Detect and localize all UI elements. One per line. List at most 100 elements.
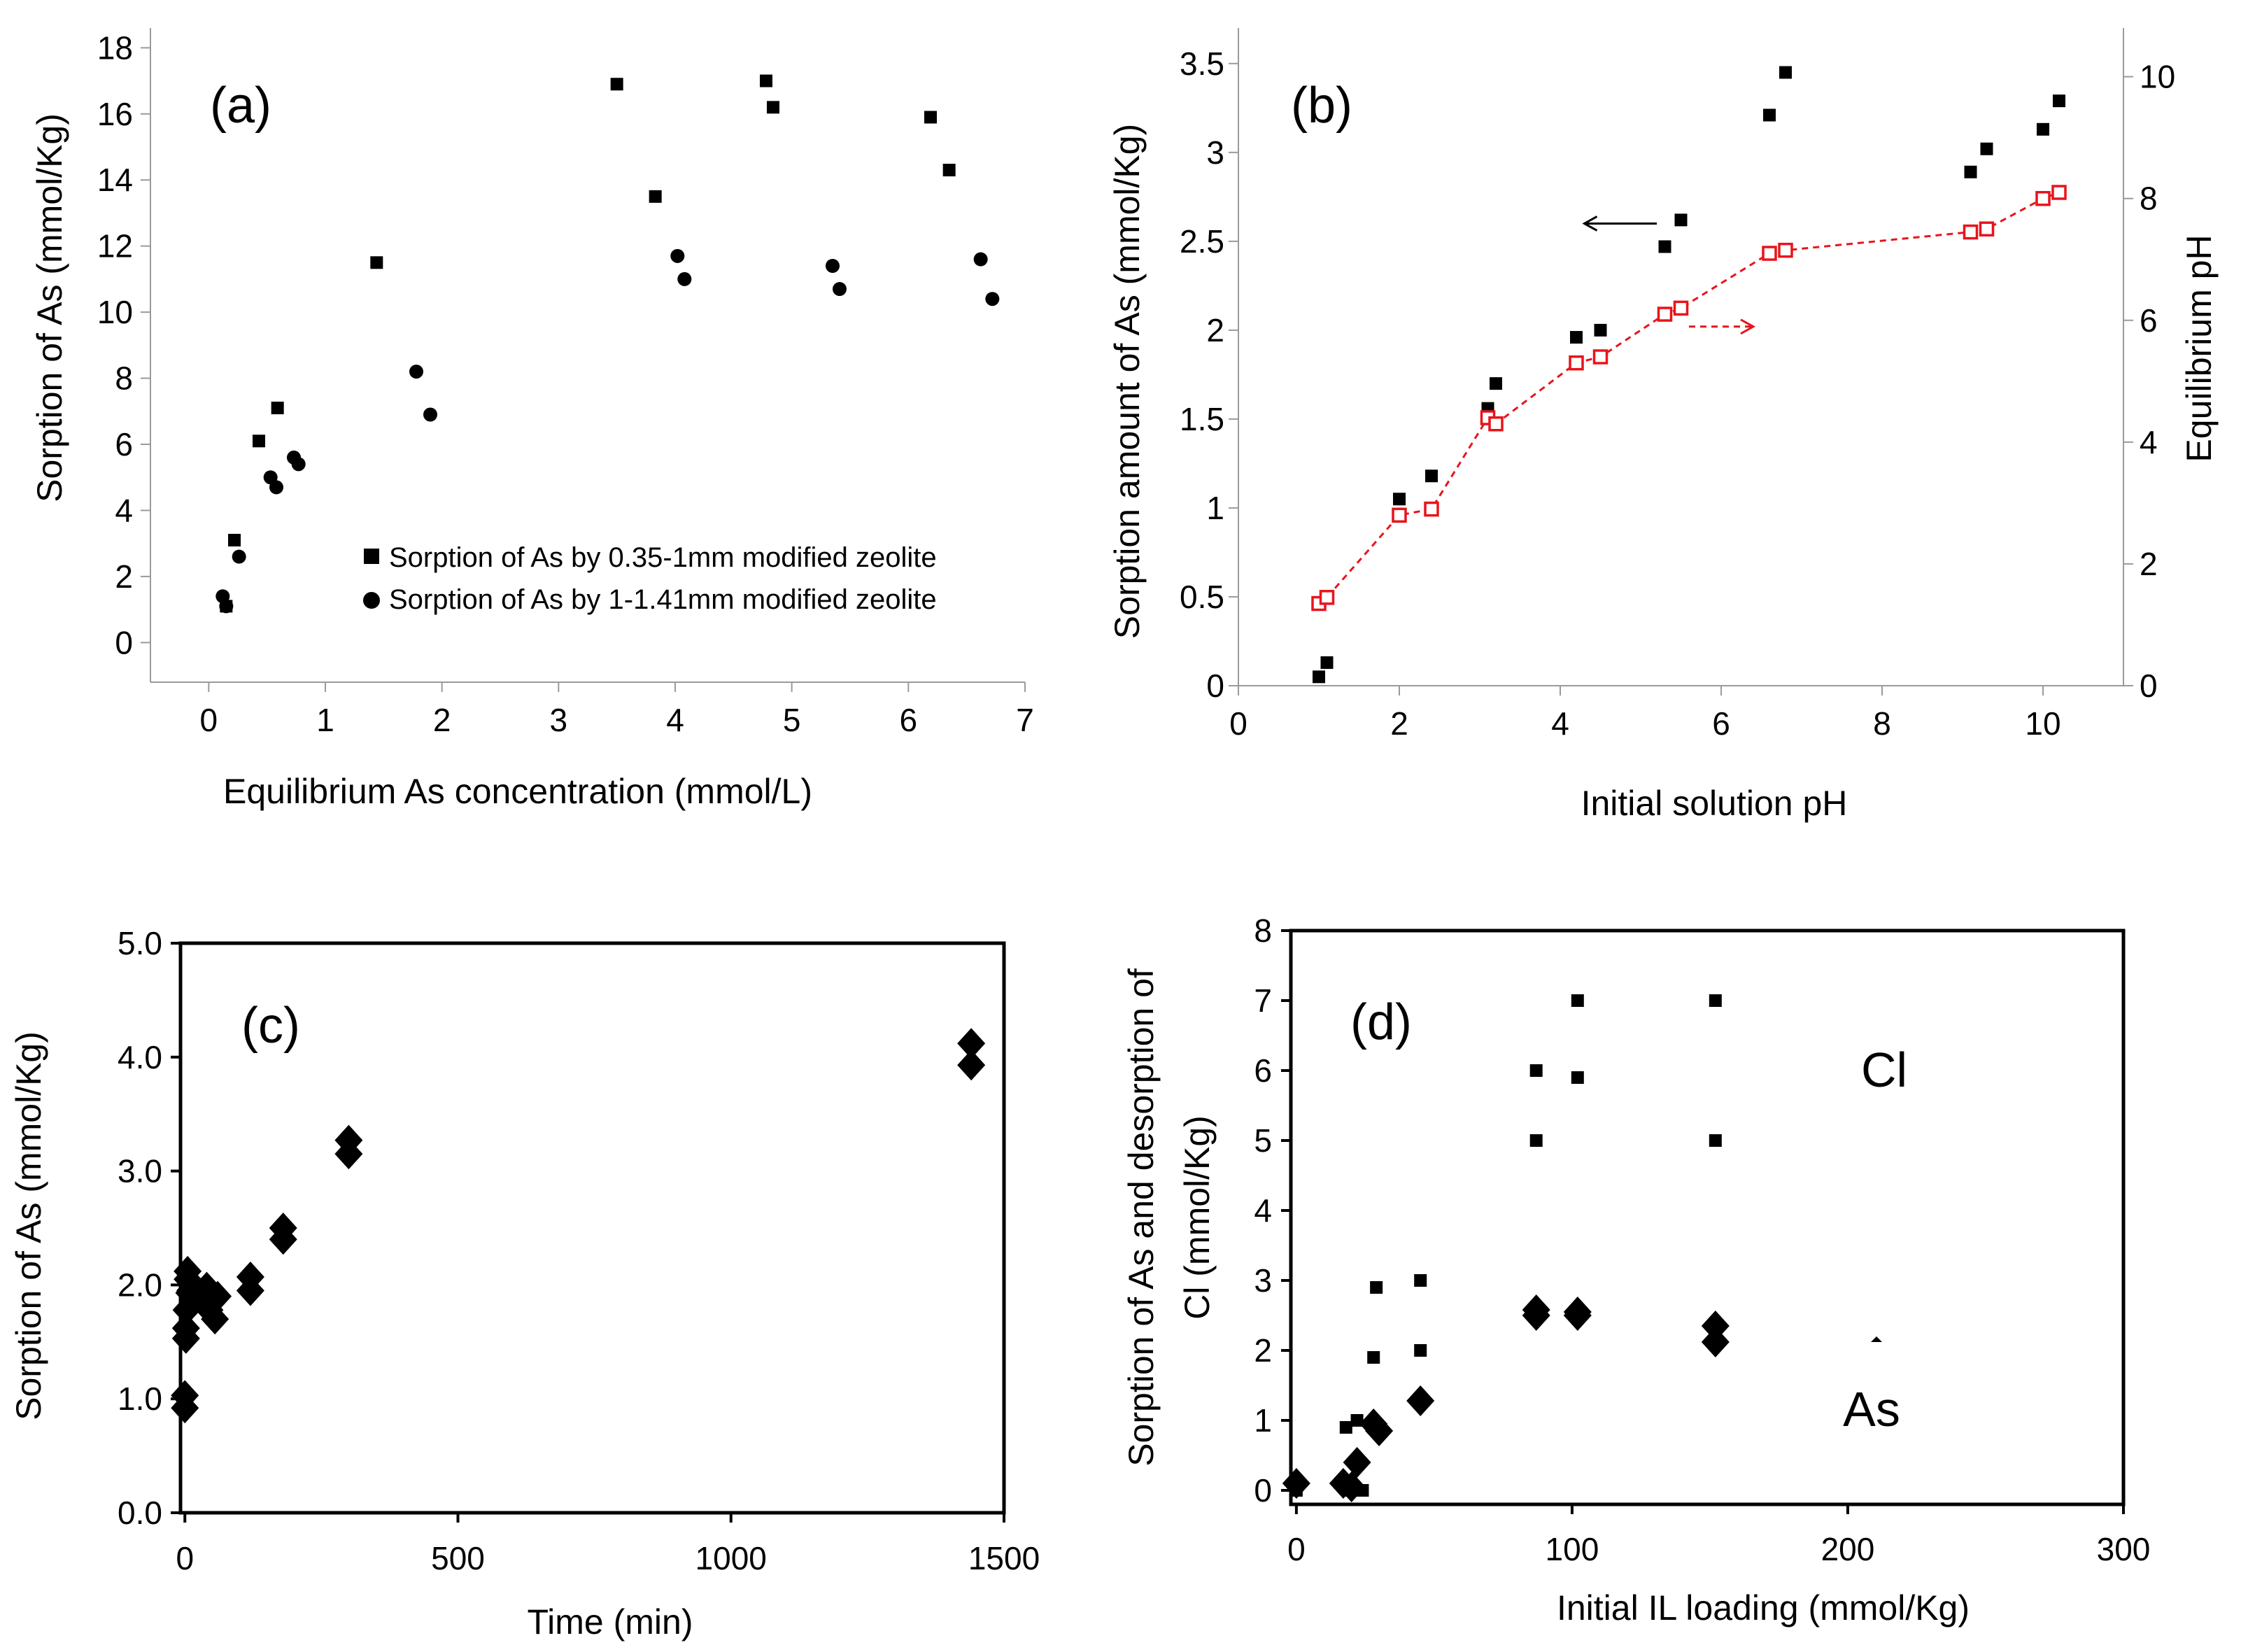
legend-marker-circle-a bbox=[363, 592, 380, 609]
x-tick-label-b: 8 bbox=[1873, 705, 1891, 742]
y-axis-label-a: Sorption of As (mmol/Kg) bbox=[30, 113, 69, 502]
legend-entry-a-1: Sorption of As by 0.35-1mm modified zeol… bbox=[389, 542, 937, 573]
panel-label-c: (c) bbox=[241, 998, 300, 1054]
y-tick-label-d: 6 bbox=[1254, 1052, 1272, 1089]
y-tick-label-c: 0.0 bbox=[118, 1495, 162, 1531]
data-point-d-s1 bbox=[1571, 1071, 1584, 1084]
y-tick-label-a: 16 bbox=[97, 96, 133, 132]
x-tick-label-b: 4 bbox=[1551, 705, 1569, 742]
data-point-a-s1 bbox=[924, 111, 937, 124]
y-tick-label-b: 2 bbox=[1206, 312, 1224, 348]
x-axis-label-d: Initial IL loading (mmol/Kg) bbox=[1557, 1588, 1970, 1628]
data-point-b-s1 bbox=[1779, 66, 1792, 79]
data-point-a-s1 bbox=[760, 74, 772, 87]
y-tick-label-b: 3.5 bbox=[1180, 45, 1224, 82]
data-point-c-s1 bbox=[201, 1304, 229, 1335]
data-point-a-s2 bbox=[409, 365, 423, 379]
data-point-d-s2 bbox=[1701, 1327, 1730, 1357]
y-tick-label-c: 3.0 bbox=[118, 1153, 162, 1189]
x-tick-label-c: 1500 bbox=[968, 1540, 1040, 1576]
y2-tick-label-b: 6 bbox=[2140, 302, 2158, 339]
x-tick-label-b: 2 bbox=[1390, 705, 1408, 742]
x-tick-label-c: 1000 bbox=[695, 1540, 767, 1576]
data-point-a-s2 bbox=[677, 271, 692, 286]
data-point-b-s2 bbox=[1569, 355, 1584, 371]
arrow-head-b-2 bbox=[1740, 318, 1756, 335]
y2-tick-label-b: 8 bbox=[2140, 181, 2158, 217]
data-point-a-s2 bbox=[291, 457, 306, 472]
x-tick-label-a: 6 bbox=[900, 702, 918, 738]
y2-tick-label-b: 0 bbox=[2140, 668, 2158, 704]
x-tick-label-a: 7 bbox=[1016, 702, 1034, 738]
y-tick-label-d: 4 bbox=[1254, 1192, 1272, 1229]
data-point-c-s1 bbox=[171, 1380, 199, 1411]
data-point-a-s2 bbox=[670, 248, 685, 263]
y-tick-label-a: 0 bbox=[115, 624, 133, 661]
x-tick-label-d: 200 bbox=[1821, 1531, 1875, 1567]
data-point-a-s1 bbox=[942, 164, 956, 177]
panel-label-d: (d) bbox=[1350, 994, 1412, 1050]
data-point-c-s1 bbox=[334, 1124, 363, 1156]
x-tick-label-c: 0 bbox=[176, 1540, 194, 1576]
panel-c: 0 500 1000 1500 0.0 1.0 2.0 3.0 4.0 5.0 (c) Time… bbox=[9, 925, 1040, 1642]
y-tick-label-c: 4.0 bbox=[118, 1039, 162, 1075]
y-tick-label-d: 5 bbox=[1254, 1122, 1272, 1159]
data-point-d-s1 bbox=[1709, 1134, 1722, 1147]
data-point-b-s1 bbox=[1313, 670, 1325, 684]
data-point-b-s2 bbox=[1963, 224, 1979, 240]
y-tick-label-a: 14 bbox=[97, 162, 133, 198]
y-tick-label-c: 1.0 bbox=[118, 1381, 162, 1417]
y-tick-label-a: 2 bbox=[115, 558, 133, 595]
data-point-d-s2 bbox=[1282, 1468, 1310, 1499]
data-point-b-s2 bbox=[1762, 246, 1777, 261]
data-point-b-s2 bbox=[1488, 416, 1504, 432]
y-tick-label-a: 10 bbox=[97, 294, 133, 330]
data-point-d-s2 bbox=[1701, 1311, 1730, 1341]
y2-tick-label-b: 10 bbox=[2140, 59, 2175, 95]
data-point-b-s2 bbox=[1979, 221, 1995, 236]
data-point-d-s2 bbox=[1406, 1385, 1435, 1416]
y-tick-label-b: 0.5 bbox=[1180, 579, 1224, 615]
data-point-a-s2 bbox=[833, 282, 847, 297]
legend-marker-square-a bbox=[364, 549, 379, 564]
x-tick-label-a: 1 bbox=[316, 702, 334, 738]
data-point-a-s2 bbox=[232, 549, 246, 564]
x-tick-label-c: 500 bbox=[431, 1540, 485, 1576]
data-point-d-s1 bbox=[1709, 994, 1722, 1007]
data-point-d-s1 bbox=[1370, 1281, 1383, 1294]
x-tick-label-a: 4 bbox=[666, 702, 684, 738]
data-point-a-s1 bbox=[253, 435, 265, 448]
y-tick-label-a: 12 bbox=[97, 228, 133, 264]
data-point-c-s1 bbox=[957, 1028, 986, 1059]
y-tick-label-a: 18 bbox=[97, 29, 133, 66]
y-tick-label-a: 8 bbox=[115, 360, 133, 397]
y2-tick-label-b: 2 bbox=[2140, 546, 2158, 582]
panel-label-b: (b) bbox=[1291, 78, 1352, 134]
x-tick-label-d: 0 bbox=[1287, 1531, 1306, 1567]
data-point-a-s2 bbox=[423, 407, 437, 422]
data-point-b-s2 bbox=[1392, 507, 1407, 523]
x-axis-label-a: Equilibrium As concentration (mmol/L) bbox=[223, 772, 812, 811]
data-point-a-s2 bbox=[973, 252, 988, 267]
data-point-d-s2 bbox=[1365, 1416, 1394, 1446]
y2-axis-label-b: Equilibrium pH bbox=[2179, 234, 2219, 462]
y-tick-label-d: 0 bbox=[1254, 1472, 1272, 1509]
data-point-b-s2 bbox=[1319, 590, 1335, 605]
panel-b: 0 2 4 6 8 10 0 0.5 1 1.5 2 2.5 3 3.5 0 2 4 6 8 10 (b) Ini… bbox=[1108, 28, 2219, 823]
data-point-d-s2 bbox=[1563, 1297, 1592, 1327]
x-tick-label-a: 0 bbox=[200, 702, 218, 738]
panel-label-a: (a) bbox=[210, 78, 271, 134]
data-point-a-s2 bbox=[826, 259, 840, 273]
data-point-a-s1 bbox=[228, 533, 241, 546]
y-tick-label-d: 1 bbox=[1254, 1402, 1272, 1439]
y-tick-label-b: 1.5 bbox=[1180, 401, 1224, 437]
y-tick-label-d: 3 bbox=[1254, 1262, 1272, 1299]
data-point-b-s2 bbox=[1424, 501, 1439, 517]
y-axis-label-d-line2: Cl (mmol/Kg) bbox=[1178, 1115, 1217, 1320]
data-point-a-s1 bbox=[649, 190, 662, 203]
data-point-d-s1 bbox=[1529, 1064, 1543, 1077]
data-point-b-s1 bbox=[2037, 122, 2049, 136]
arrow-head-b-1 bbox=[1582, 216, 1598, 232]
